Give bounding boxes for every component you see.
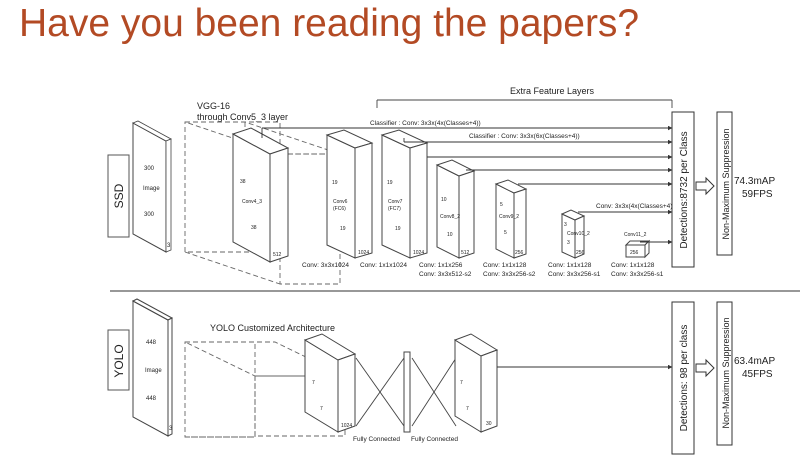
conv4-name: Conv4_3 — [242, 199, 262, 205]
conv4-h: 38 — [240, 179, 246, 185]
ssd-conv10-2-block: 3 Conv10_2 3 256 — [560, 209, 590, 259]
conv4-d: 512 — [273, 252, 282, 258]
caption-conv10-b: Conv: 3x3x256-s1 — [548, 271, 601, 278]
caption-conv-3x3x1024: Conv: 3x3x1024 — [302, 262, 349, 269]
classifier-label-1: Classifier : Conv: 3x3x(4x(Classes+4)) — [370, 120, 481, 127]
conv6-name2: (FC6) — [333, 206, 346, 212]
conv7-name2: (FC7) — [388, 206, 401, 212]
yolo-label-box: YOLO — [107, 329, 130, 391]
caption-conv11-b: Conv: 3x3x256-s1 — [611, 271, 664, 278]
conv11-name: Conv11_2 — [624, 232, 647, 238]
ssd-label: SSD — [112, 183, 126, 208]
caption-conv8-b: Conv: 3x3x512-s2 — [419, 271, 472, 278]
conv8-name: Conv8_2 — [440, 214, 460, 220]
vgg16-label: VGG-16 — [197, 101, 230, 111]
ssd-conv6-block: 19 Conv6 (FC6) 19 1024 — [325, 129, 374, 259]
ssd-nms-label: Non-Maximum Suppression — [721, 128, 731, 239]
conv7-d: 1024 — [413, 250, 424, 256]
conv6-h: 19 — [332, 180, 338, 186]
conv10-name: Conv10_2 — [567, 231, 590, 237]
conv8-w: 10 — [447, 232, 453, 238]
extra-layers-bracket — [376, 99, 673, 108]
conv7-h: 19 — [387, 180, 393, 186]
ssd-detections-label: Detections:8732 per Class — [679, 131, 690, 248]
ssd-fps: 59FPS — [742, 189, 773, 200]
ssd-image-depth: 3 — [167, 243, 171, 249]
conv8-d: 512 — [461, 250, 470, 256]
ssd-map: 74.3mAP — [734, 176, 775, 187]
yolo-detections-box: Detections: 98 per class — [671, 301, 695, 455]
yolo-block2-d: 30 — [486, 421, 492, 427]
ssd-label-box: SSD — [107, 154, 130, 238]
conv6-w: 19 — [340, 226, 346, 232]
caption-conv11-a: Conv: 1x1x128 — [611, 262, 655, 269]
conv11-d: 256 — [630, 250, 639, 256]
ssd-section: SSD 300 Image 300 3 VGG-16 through Conv5… — [107, 86, 775, 285]
conv10-w: 3 — [567, 240, 570, 246]
conv9-d: 256 — [515, 250, 524, 256]
caption-conv9-b: Conv: 3x3x256-s2 — [483, 271, 536, 278]
ssd-image-bottom: 300 — [144, 212, 155, 218]
yolo-detections-label: Detections: 98 per class — [679, 325, 690, 432]
ssd-flow-arrow — [695, 176, 715, 196]
yolo-arch-label: YOLO Customized Architecture — [210, 323, 335, 333]
conv6-d: 1024 — [358, 250, 369, 256]
yolo-image-bottom: 448 — [146, 396, 157, 402]
conv4-w: 38 — [251, 225, 257, 231]
ssd-conv4-3-block: 38 Conv4_3 38 512 — [231, 127, 290, 263]
yolo-section: YOLO 448 Image 448 3 YOLO Customized Arc… — [107, 298, 775, 455]
yolo-block1-h: 7 — [312, 380, 315, 386]
yolo-label: YOLO — [112, 344, 126, 377]
yolo-nms-label: Non-Maximum Suppression — [721, 317, 731, 428]
ssd-nms-box: Non-Maximum Suppression — [716, 111, 733, 256]
yolo-block2-h: 7 — [460, 380, 463, 386]
yolo-image-top: 448 — [146, 340, 157, 346]
ssd-input-image: 300 Image 300 3 — [132, 120, 172, 253]
yolo-flow-arrow — [695, 358, 715, 378]
ssd-conv7-block: 19 Conv7 (FC7) 19 1024 — [380, 129, 429, 259]
conv7-name: Conv7 — [388, 199, 403, 205]
yolo-fc-label-1: Fully Connected — [353, 436, 400, 443]
ssd-detections-box: Detections:8732 per Class — [671, 111, 695, 268]
ssd-conv9-2-block: 5 Conv9_2 5 256 — [494, 179, 528, 259]
conv6-name: Conv6 — [333, 199, 348, 205]
yolo-map: 63.4mAP — [734, 356, 775, 367]
vgg16-label-2: through Conv5_3 layer — [197, 112, 288, 122]
yolo-conv-block-1: 7 7 1024 — [303, 333, 357, 433]
yolo-input-image: 448 Image 448 3 — [131, 298, 174, 437]
yolo-block1-d: 1024 — [341, 423, 352, 429]
ssd-image-label: Image — [143, 186, 160, 192]
caption-conv9-a: Conv: 1x1x128 — [483, 262, 527, 269]
yolo-image-label: Image — [145, 368, 162, 374]
conv7-w: 19 — [395, 226, 401, 232]
slide-title: Have you been reading the papers? — [19, 2, 640, 45]
yolo-block1-w: 7 — [320, 406, 323, 412]
ssd-image-top: 300 — [144, 166, 155, 172]
yolo-image-depth: 3 — [169, 426, 173, 432]
classifier-label-3: Conv: 3x3x(4x(Classes+4)) — [596, 203, 675, 210]
conv8-h: 10 — [441, 197, 447, 203]
conv10-d: 256 — [576, 250, 585, 256]
conv9-name: Conv9_2 — [499, 214, 519, 220]
conv10-h: 3 — [564, 222, 567, 228]
ssd-conv11-2-block: Conv11_2 256 — [624, 232, 651, 259]
caption-conv8-a: Conv: 1x1x256 — [419, 262, 463, 269]
yolo-block2-w: 7 — [466, 406, 469, 412]
yolo-nms-box: Non-Maximum Suppression — [716, 301, 733, 446]
caption-conv10-a: Conv: 1x1x128 — [548, 262, 592, 269]
caption-conv-1x1x1024: Conv: 1x1x1024 — [360, 262, 407, 269]
ssd-conv8-2-block: 10 Conv8_2 10 512 — [435, 159, 476, 259]
conv9-h: 5 — [500, 202, 503, 208]
yolo-fc-label-2: Fully Connected — [411, 436, 458, 443]
yolo-fps: 45FPS — [742, 369, 773, 380]
classifier-label-2: Classifier : Conv: 3x3x(6x(Classes+4)) — [469, 133, 580, 140]
conv9-w: 5 — [504, 230, 507, 236]
yolo-fc-layer — [403, 351, 411, 433]
extra-layers-label: Extra Feature Layers — [510, 86, 595, 96]
yolo-fc-connections — [355, 357, 457, 427]
yolo-conv-block-2: 7 7 30 — [453, 333, 499, 433]
ssd-classifier-arrows — [261, 125, 673, 245]
